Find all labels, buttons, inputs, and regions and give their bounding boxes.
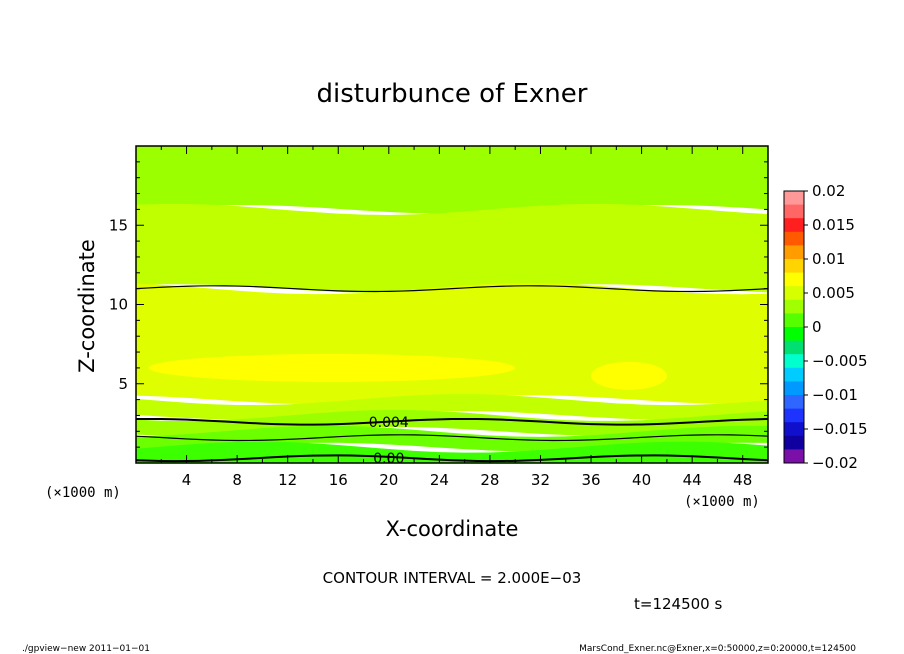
maximum-region [148, 353, 516, 382]
colorbar-segment [784, 313, 804, 328]
colorbar-label: 0.005 [812, 284, 855, 302]
x-tick-label: 20 [379, 471, 398, 489]
colorbar-label: −0.015 [812, 420, 868, 438]
y-tick-label: 5 [118, 375, 128, 393]
chart-title: disturbunce of Exner [317, 79, 588, 109]
x-ticks: 4 8 12 16 20 24 28 32 36 40 44 48 [160, 146, 752, 489]
contour-band [136, 203, 768, 294]
x-tick-label: 32 [531, 471, 550, 489]
x-tick-label: 12 [278, 471, 297, 489]
y-axis-label: Z-coordinate [75, 239, 99, 373]
contour-line [135, 454, 769, 463]
x-tick-label: 24 [430, 471, 449, 489]
colorbar-segment [784, 449, 804, 464]
contour-band [136, 441, 768, 463]
contour-line [135, 434, 769, 442]
colorbar [783, 190, 805, 464]
colorbar-segment [784, 435, 804, 450]
contour-fill-bands [136, 146, 768, 463]
x-tick-label: 4 [182, 471, 192, 489]
colorbar-segment [784, 381, 804, 396]
footer-left: ./gpview−new 2011−01−01 [22, 644, 150, 654]
colorbar-label: −0.01 [812, 386, 858, 404]
contour-interval-note: CONTOUR INTERVAL = 2.000E−03 [323, 569, 582, 587]
x-unit-right: (×1000 m) [684, 494, 760, 510]
colorbar-segment [784, 245, 804, 260]
colorbar-segment [784, 354, 804, 369]
colorbar-segment [784, 327, 804, 342]
colorbar-label: 0.02 [812, 182, 845, 200]
x-unit-left: (×1000 m) [45, 485, 121, 501]
colorbar-segment [784, 340, 804, 355]
colorbar-label: 0.01 [812, 250, 845, 268]
colorbar-segment [784, 299, 804, 314]
colorbar-segment [784, 218, 804, 233]
colorbar-label: 0.015 [812, 216, 855, 234]
x-tick-label: 8 [232, 471, 242, 489]
colorbar-label: −0.02 [812, 454, 858, 472]
x-axis-label: X-coordinate [386, 517, 519, 541]
contour-line [135, 417, 769, 426]
colorbar-segment [784, 259, 804, 274]
contour-label: 0.004 [369, 415, 409, 431]
x-tick-label: 16 [329, 471, 348, 489]
time-label: t=124500 s [634, 595, 722, 613]
contour-line [135, 285, 769, 293]
colorbar-label: 0 [812, 318, 822, 336]
x-tick-label: 40 [632, 471, 651, 489]
colorbar-segment [784, 191, 804, 206]
contour-band [136, 146, 768, 214]
y-ticks: 5 10 15 [109, 161, 768, 448]
colorbar-labels: 0.02 0.015 0.01 0.005 0 −0.005 −0.01 −0.015 −0.0… [804, 182, 868, 472]
x-tick-label: 36 [581, 471, 600, 489]
contour-band [136, 394, 768, 420]
footer-right: MarsCond_Exner.nc@Exner,x=0:50000,z=0:20… [579, 644, 856, 654]
colorbar-segment [784, 408, 804, 423]
colorbar-segment [784, 231, 804, 246]
colorbar-label: −0.005 [812, 352, 868, 370]
x-tick-label: 48 [733, 471, 752, 489]
colorbar-segment [784, 272, 804, 287]
colorbar-segment [784, 422, 804, 437]
colorbar-segment [784, 286, 804, 301]
colorbar-segment [784, 395, 804, 410]
colorbar-segment [784, 204, 804, 219]
maximum-region [591, 361, 667, 390]
colorbar-segment [784, 367, 804, 382]
y-tick-label: 10 [109, 296, 128, 314]
y-tick-label: 15 [109, 216, 128, 234]
x-tick-label: 28 [480, 471, 499, 489]
x-tick-label: 44 [683, 471, 702, 489]
contour-band [136, 283, 768, 405]
